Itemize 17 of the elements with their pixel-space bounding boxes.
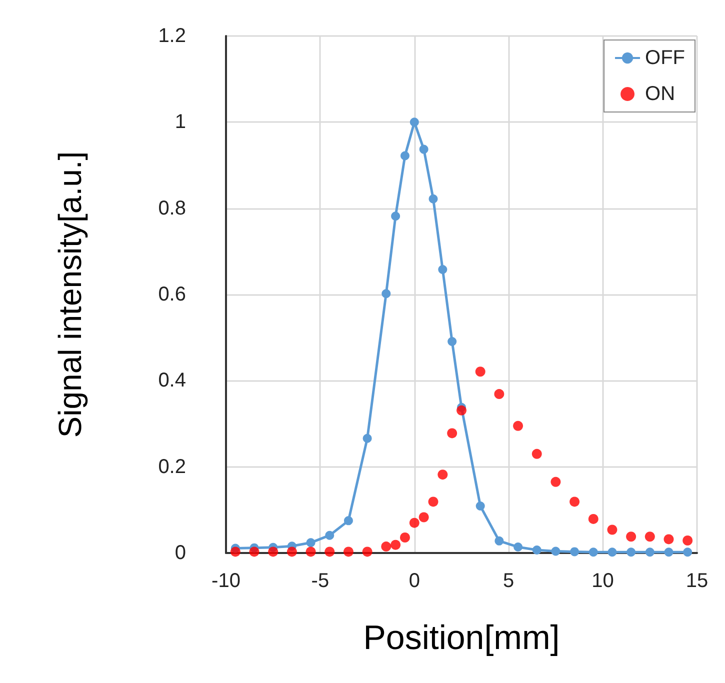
y-tick-label: 0.6 (158, 284, 186, 306)
x-tick-label: -5 (311, 570, 330, 592)
y-tick-label: 0.4 (158, 370, 186, 392)
x-axis-title: Position[mm] (363, 619, 560, 657)
x-tick-label: 10 (592, 570, 614, 592)
y-tick-label: 0.2 (158, 456, 186, 478)
x-tick-label: 0 (408, 570, 420, 592)
x-tick-label: -10 (212, 570, 240, 592)
y-tick-label: 0.8 (158, 197, 186, 220)
x-tick-label: 15 (686, 570, 708, 592)
legend-label: ON (645, 83, 676, 105)
y-axis-title: Signal intensity[a.u.] (52, 151, 88, 438)
legend-label: OFF (645, 47, 686, 69)
y-tick-label: 1.2 (158, 25, 186, 47)
y-tick-label: 1 (174, 111, 186, 134)
x-tick-label: 5 (503, 570, 514, 592)
y-tick-label: 0 (174, 542, 186, 564)
